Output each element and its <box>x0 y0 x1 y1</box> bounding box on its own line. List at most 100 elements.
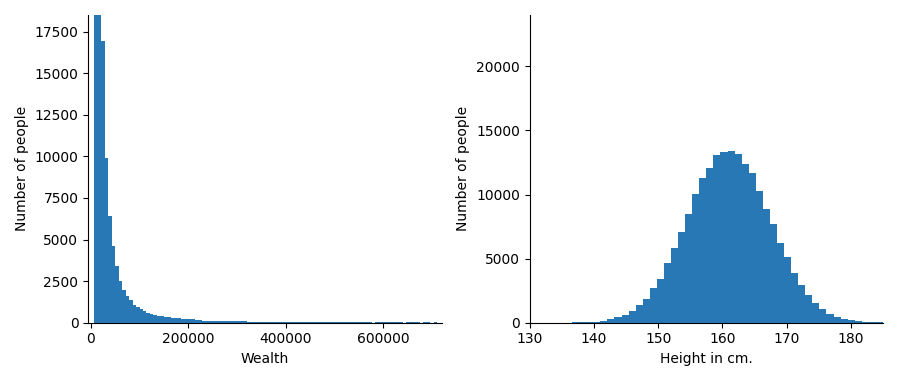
Bar <box>157 315 160 323</box>
Bar <box>735 154 742 323</box>
Bar <box>621 315 629 323</box>
Bar <box>257 322 260 323</box>
Bar <box>869 322 876 323</box>
Bar <box>223 321 226 323</box>
Bar <box>614 317 621 323</box>
Bar <box>146 313 150 323</box>
Bar <box>212 321 216 323</box>
Bar <box>260 322 264 323</box>
Bar <box>594 322 601 323</box>
Bar <box>122 290 126 323</box>
X-axis label: Wealth: Wealth <box>241 352 289 366</box>
Bar <box>806 295 813 323</box>
Bar <box>586 322 594 323</box>
Bar <box>167 317 171 323</box>
Bar <box>233 321 236 323</box>
Bar <box>299 322 303 323</box>
Bar <box>330 322 333 323</box>
Bar <box>678 232 685 323</box>
Bar <box>692 194 700 323</box>
Bar <box>150 314 154 323</box>
Bar <box>105 158 109 323</box>
Bar <box>309 322 313 323</box>
Bar <box>756 191 763 323</box>
Bar <box>160 316 163 323</box>
Bar <box>112 246 115 323</box>
X-axis label: Height in cm.: Height in cm. <box>660 352 753 366</box>
Bar <box>139 309 143 323</box>
Bar <box>251 322 254 323</box>
Bar <box>784 257 791 323</box>
Bar <box>188 319 191 323</box>
Bar <box>777 243 784 323</box>
Bar <box>650 288 656 323</box>
Bar <box>94 0 98 323</box>
Bar <box>629 311 636 323</box>
Bar <box>109 216 112 323</box>
Bar <box>344 322 348 323</box>
Bar <box>178 319 181 323</box>
Bar <box>208 320 212 323</box>
Bar <box>295 322 299 323</box>
Bar <box>643 299 650 323</box>
Bar <box>833 317 841 323</box>
Bar <box>275 322 278 323</box>
Bar <box>240 322 243 323</box>
Bar <box>126 296 129 323</box>
Bar <box>202 320 206 323</box>
Y-axis label: Number of people: Number of people <box>456 106 471 231</box>
Bar <box>320 322 323 323</box>
Bar <box>763 209 770 323</box>
Bar <box>226 321 230 323</box>
Bar <box>707 168 713 323</box>
Bar <box>327 322 330 323</box>
Bar <box>770 224 777 323</box>
Bar <box>143 311 146 323</box>
Y-axis label: Number of people: Number of people <box>15 106 29 231</box>
Bar <box>288 322 292 323</box>
Bar <box>247 322 251 323</box>
Bar <box>154 315 157 323</box>
Bar <box>254 322 257 323</box>
Bar <box>720 152 727 323</box>
Bar <box>323 322 327 323</box>
Bar <box>195 320 198 323</box>
Bar <box>656 279 664 323</box>
Bar <box>184 319 188 323</box>
Bar <box>264 322 268 323</box>
Bar <box>855 322 862 323</box>
Bar <box>361 322 365 323</box>
Bar <box>749 173 756 323</box>
Bar <box>664 263 671 323</box>
Bar <box>700 178 707 323</box>
Bar <box>101 41 105 323</box>
Bar <box>340 322 344 323</box>
Bar <box>357 322 361 323</box>
Bar <box>841 319 848 323</box>
Bar <box>133 305 136 323</box>
Bar <box>826 314 833 323</box>
Bar <box>742 165 749 323</box>
Bar <box>163 317 167 323</box>
Bar <box>819 309 826 323</box>
Bar <box>115 266 119 323</box>
Bar <box>798 285 806 323</box>
Bar <box>337 322 340 323</box>
Bar <box>278 322 281 323</box>
Bar <box>636 305 643 323</box>
Bar <box>685 214 692 323</box>
Bar <box>292 322 295 323</box>
Bar <box>171 318 174 323</box>
Bar <box>791 273 798 323</box>
Bar <box>313 322 316 323</box>
Bar <box>671 248 678 323</box>
Bar <box>305 322 309 323</box>
Bar <box>216 321 219 323</box>
Bar <box>206 321 208 323</box>
Bar <box>191 319 195 323</box>
Bar <box>129 300 133 323</box>
Bar <box>303 322 305 323</box>
Bar <box>174 318 178 323</box>
Bar <box>579 322 586 323</box>
Bar <box>713 155 720 323</box>
